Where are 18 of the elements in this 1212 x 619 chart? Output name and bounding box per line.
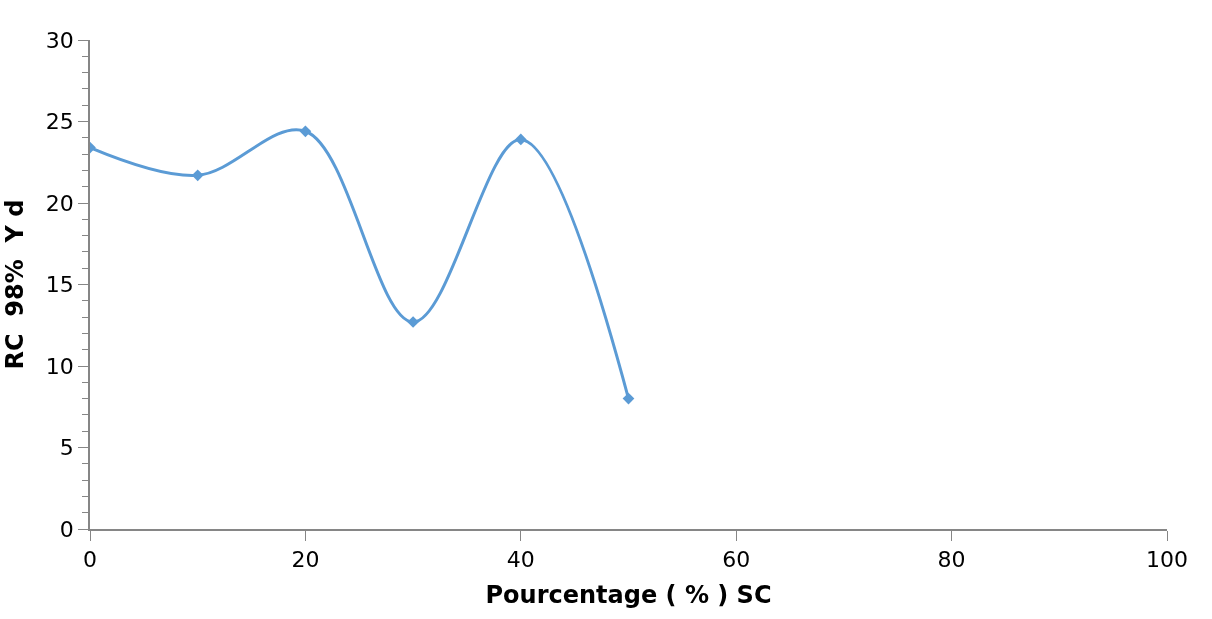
y-tick-label: 25 (45, 109, 74, 135)
y-tick-label: 0 (59, 516, 74, 542)
x-tick-label: 60 (722, 547, 751, 573)
x-tick-label: 100 (1146, 547, 1188, 573)
point (514, 133, 527, 146)
y-axis-title: RC 98% Y d (1, 199, 30, 370)
x-tick-label: 40 (506, 547, 535, 573)
y-tick-label: 30 (45, 27, 74, 53)
y-tick-label: 5 (59, 435, 74, 461)
x-axis-title: Pourcentage ( % ) SC (485, 580, 772, 609)
y-tick-label: 15 (45, 272, 74, 298)
point (299, 125, 312, 138)
x-tick-label: 20 (291, 547, 320, 573)
y-tick-label: 20 (45, 190, 74, 216)
x-tick-label: 0 (83, 547, 97, 573)
y-tick-label: 10 (45, 353, 74, 379)
x-tick-label: 80 (937, 547, 966, 573)
point (622, 392, 635, 405)
